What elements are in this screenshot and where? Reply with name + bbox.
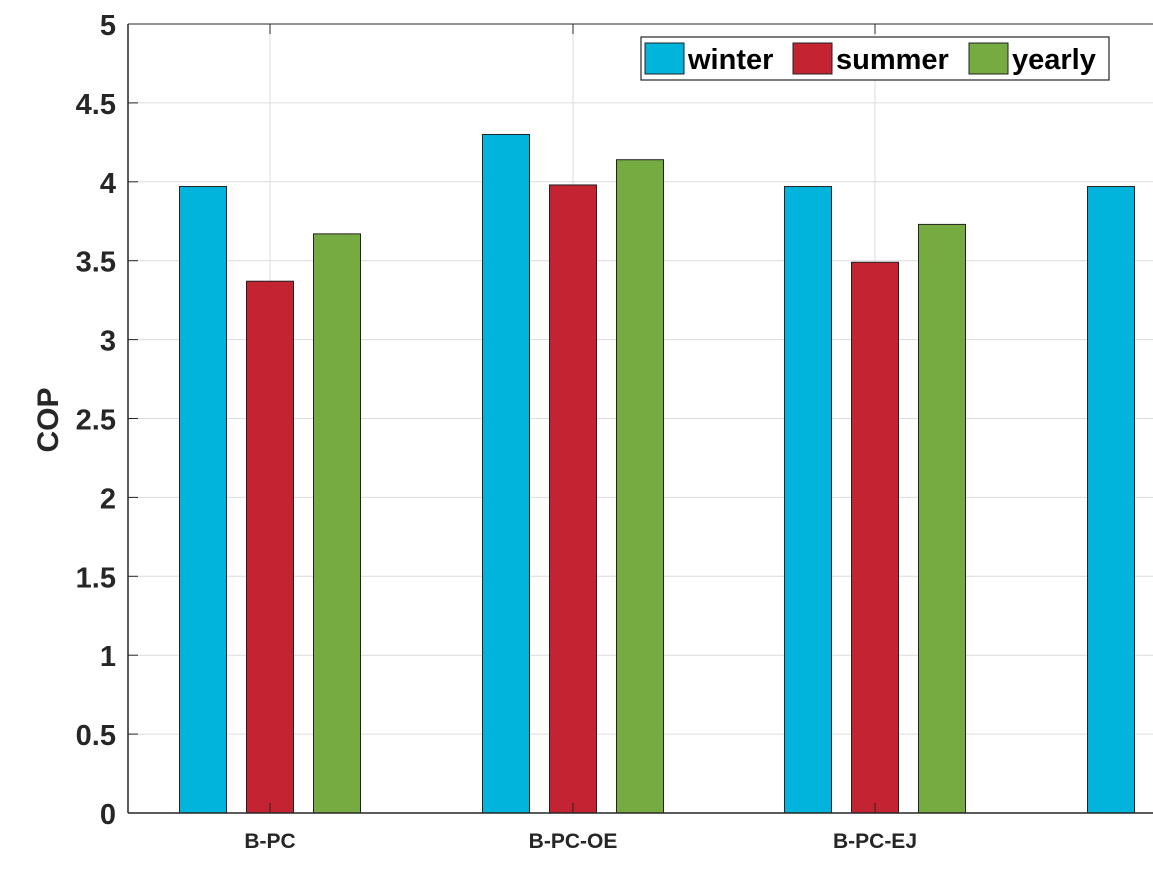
tick-labels: 00.511.522.533.544.55B-PCB-PC-OEB-PC-EJB… <box>76 10 917 853</box>
y-tick-label: 3.5 <box>76 247 116 279</box>
legend-swatch-winter <box>644 42 685 75</box>
bar-winter <box>784 186 832 814</box>
y-tick-label: 2 <box>100 483 116 515</box>
legend-label-yearly: yearly <box>1012 44 1096 76</box>
legend-swatch-summer <box>792 42 833 75</box>
legend: winter summer yearly <box>640 36 1110 81</box>
y-tick-label: 1 <box>100 641 116 673</box>
y-tick-label: 3 <box>100 326 116 358</box>
y-tick-label: 5 <box>100 10 116 42</box>
y-tick-label: 2.5 <box>76 405 116 437</box>
bar-summer <box>549 184 597 814</box>
y-tick-label: 4 <box>100 168 116 200</box>
y-axis-label: COP <box>32 387 65 452</box>
y-tick-label: 4.5 <box>76 89 116 121</box>
x-tick-label: B-PC-OE <box>529 830 618 853</box>
x-tick-label: B-PC-EJ <box>833 830 917 853</box>
axes <box>127 23 1153 814</box>
y-tick-label: 0 <box>100 799 116 831</box>
bar-yearly <box>918 223 966 814</box>
x-tick-label: B-PC <box>244 830 295 853</box>
bar-summer <box>246 280 294 814</box>
bar-yearly <box>616 159 664 814</box>
bar-winter <box>1087 186 1135 814</box>
bar-yearly <box>313 233 361 814</box>
bar-summer <box>851 261 899 814</box>
bar-winter <box>482 133 530 814</box>
legend-label-summer: summer <box>836 44 949 76</box>
bars <box>179 133 1135 814</box>
legend-label-winter: winter <box>687 44 773 76</box>
legend-swatch-yearly <box>968 42 1009 75</box>
legend-box <box>640 36 1110 81</box>
bar-winter <box>179 186 227 814</box>
y-tick-label: 1.5 <box>76 562 116 594</box>
y-tick-label: 0.5 <box>76 720 116 752</box>
